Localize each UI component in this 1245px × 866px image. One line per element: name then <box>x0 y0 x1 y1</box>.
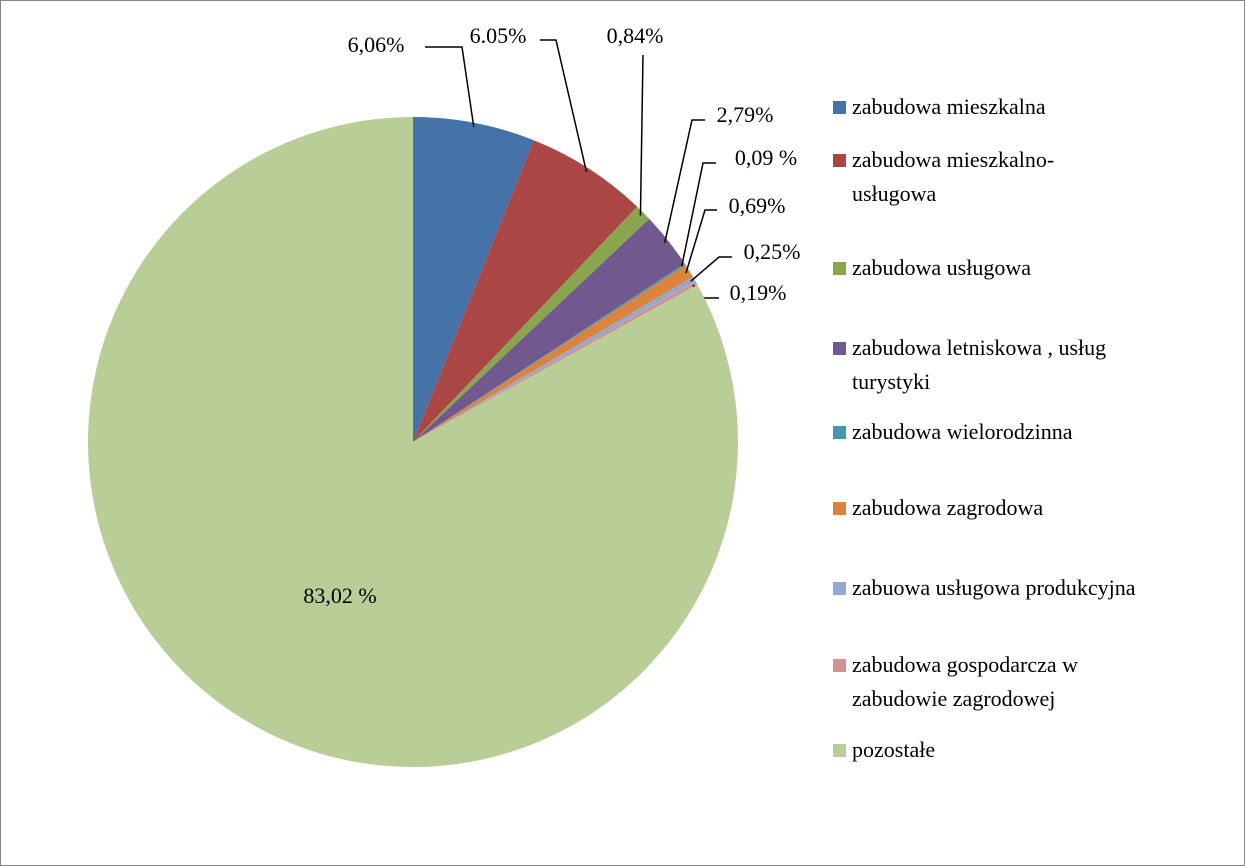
leader-line <box>685 209 717 274</box>
legend-swatch <box>833 262 846 275</box>
legend-item: pozostałe <box>833 733 1233 767</box>
legend-label: zabudowa gospodarcza w zabudowie zagrodo… <box>852 652 1079 711</box>
data-label: 83,02 % <box>303 583 376 608</box>
data-label: 6,06% <box>348 32 405 57</box>
leader-line <box>664 119 705 244</box>
data-label: 0,09 % <box>735 145 797 170</box>
legend-swatch <box>833 154 846 167</box>
legend-item: zabudowa gospodarcza w zabudowie zagrodo… <box>833 648 1133 716</box>
legend-swatch <box>833 502 846 515</box>
legend-label: zabudowa wielorodzinna <box>852 419 1073 444</box>
legend-label: pozostałe <box>852 737 936 762</box>
data-label: 0,69% <box>729 193 786 218</box>
legend-item: zabudowa mieszkalna <box>833 90 1233 124</box>
legend-label: zabuowa usługowa produkcyjna <box>852 575 1136 600</box>
legend-item: zabudowa mieszkalno-usługowa <box>833 143 1093 211</box>
legend-swatch <box>833 426 846 439</box>
leader-line <box>680 162 716 267</box>
legend-item: zabudowa usługowa <box>833 251 1233 285</box>
data-label: 0,19% <box>730 280 787 305</box>
legend-label: zabudowa mieszkalna <box>852 94 1046 119</box>
pie-slice <box>413 281 698 442</box>
pie-slice <box>413 206 650 442</box>
leader-line <box>540 39 588 173</box>
legend-swatch <box>833 101 846 114</box>
data-label: 2,79% <box>717 102 774 127</box>
pie-slice <box>87 117 738 768</box>
legend-item: zabudowa wielorodzinna <box>833 415 1233 449</box>
legend-item: zabuowa usługowa produkcyjna <box>833 571 1233 605</box>
legend-swatch <box>833 659 846 672</box>
data-label: 0,25% <box>744 239 801 264</box>
leader-line <box>690 256 732 282</box>
legend-item: zabudowa zagrodowa <box>833 491 1233 525</box>
pie-slice <box>413 218 685 442</box>
leader-line <box>425 46 475 127</box>
legend-swatch <box>833 582 846 595</box>
pie-slice <box>413 117 534 442</box>
legend-label: zabudowa usługowa <box>852 255 1032 280</box>
pie-slice <box>413 263 686 442</box>
legend-swatch <box>833 342 846 355</box>
legend-swatch <box>833 744 846 757</box>
legend-item: zabudowa letniskowa , usług turystyki <box>833 331 1163 399</box>
pie-slice <box>413 276 696 442</box>
leader-line <box>639 54 644 216</box>
legend-label: zabudowa zagrodowa <box>852 495 1044 520</box>
legend-label: zabudowa letniskowa , usług turystyki <box>852 335 1107 394</box>
pie-slice <box>413 140 638 442</box>
pie-slice <box>413 264 693 442</box>
data-label: 0,84% <box>607 23 664 48</box>
data-label: 6.05% <box>470 23 527 48</box>
legend-label: zabudowa mieszkalno-usługowa <box>852 147 1055 206</box>
